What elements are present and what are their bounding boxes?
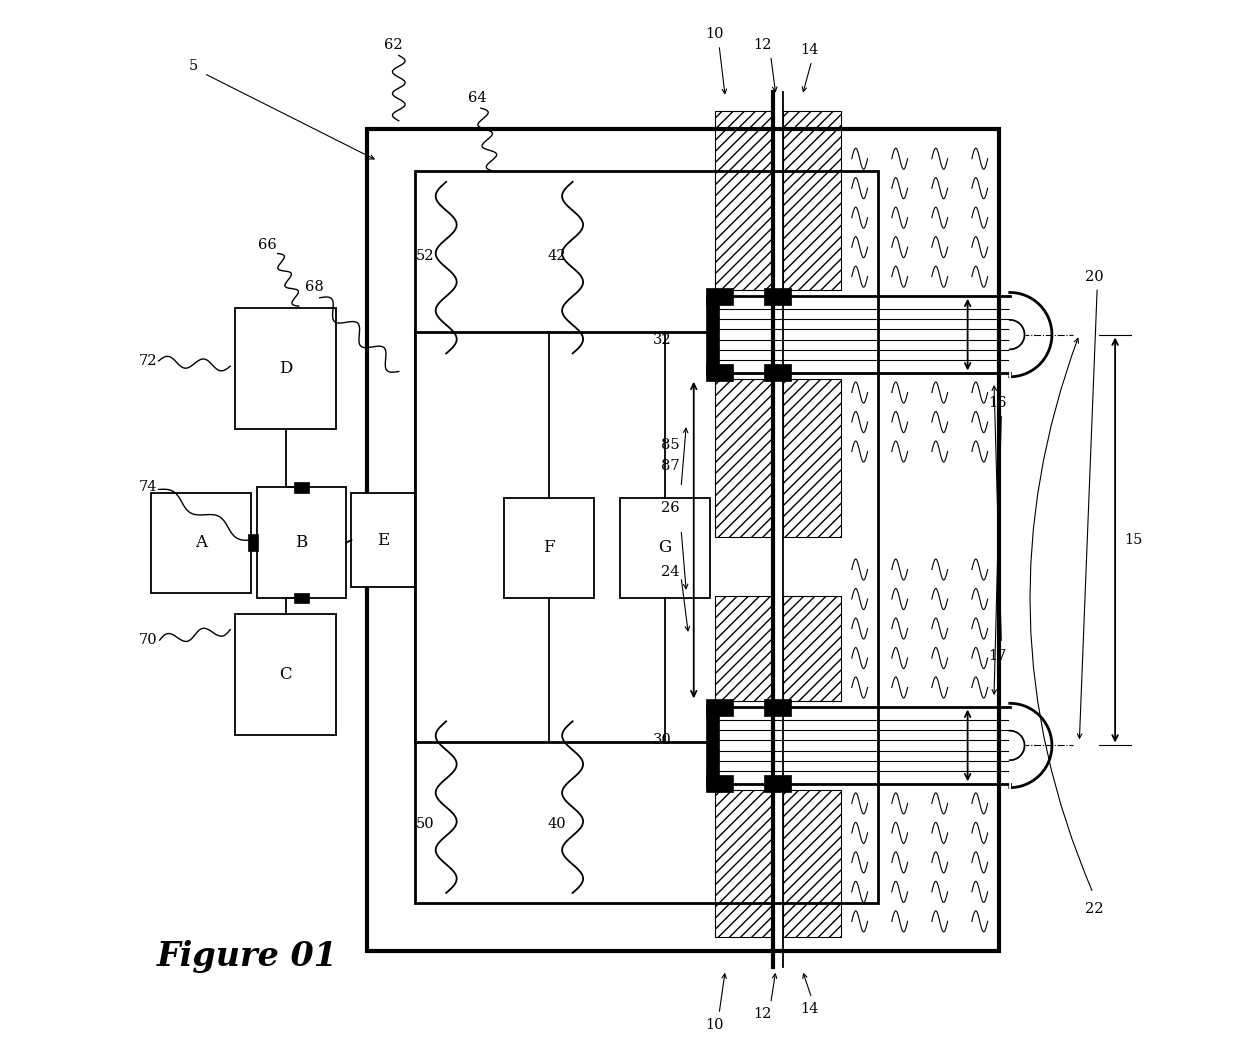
Bar xyxy=(764,288,791,305)
Text: 17: 17 xyxy=(988,649,1007,663)
Text: 5: 5 xyxy=(188,59,198,73)
Text: 20: 20 xyxy=(1085,270,1104,284)
Bar xyxy=(414,172,878,903)
Text: 42: 42 xyxy=(548,249,565,263)
Text: 62: 62 xyxy=(384,38,403,52)
Text: 12: 12 xyxy=(753,1007,771,1021)
Bar xyxy=(706,294,719,375)
Bar xyxy=(784,379,841,537)
Bar xyxy=(784,111,841,290)
Text: 64: 64 xyxy=(469,91,487,105)
Text: C: C xyxy=(279,666,291,683)
Text: 30: 30 xyxy=(652,733,672,748)
Bar xyxy=(620,498,709,598)
Text: 72: 72 xyxy=(139,354,157,367)
Bar xyxy=(151,492,252,593)
Text: E: E xyxy=(377,532,389,549)
Text: 87: 87 xyxy=(661,460,680,473)
Bar xyxy=(248,534,258,551)
Text: 85: 85 xyxy=(661,438,680,452)
Text: 15: 15 xyxy=(1123,533,1142,548)
Bar xyxy=(367,129,999,951)
Bar xyxy=(707,288,733,305)
Bar xyxy=(714,379,773,537)
Bar xyxy=(764,699,791,716)
Bar xyxy=(764,364,791,381)
Text: 32: 32 xyxy=(652,333,671,347)
Bar xyxy=(707,775,733,792)
Text: 16: 16 xyxy=(988,396,1007,410)
Text: 68: 68 xyxy=(305,281,324,294)
Text: 52: 52 xyxy=(415,249,434,263)
Bar xyxy=(351,492,414,588)
Text: 40: 40 xyxy=(548,818,567,831)
Bar xyxy=(706,704,719,786)
Bar xyxy=(714,790,773,937)
Bar xyxy=(505,498,594,598)
Text: 10: 10 xyxy=(706,28,724,41)
Bar xyxy=(714,111,773,290)
Bar xyxy=(707,364,733,381)
Text: 22: 22 xyxy=(1085,902,1104,916)
Text: 66: 66 xyxy=(258,238,277,252)
Text: Figure 01: Figure 01 xyxy=(156,939,337,972)
Text: F: F xyxy=(543,539,554,556)
Bar xyxy=(294,482,309,492)
Text: 14: 14 xyxy=(801,43,818,57)
Text: 24: 24 xyxy=(661,564,680,578)
Text: G: G xyxy=(658,539,671,556)
Bar xyxy=(236,614,336,735)
Text: B: B xyxy=(295,534,308,551)
Text: A: A xyxy=(195,534,207,551)
Bar xyxy=(764,775,791,792)
Text: 12: 12 xyxy=(753,38,771,52)
Bar xyxy=(294,593,309,604)
Text: 74: 74 xyxy=(139,481,157,495)
Bar xyxy=(707,699,733,716)
Bar xyxy=(784,790,841,937)
Bar xyxy=(257,487,346,598)
Text: 14: 14 xyxy=(801,1002,818,1016)
Bar xyxy=(784,596,841,701)
Text: 26: 26 xyxy=(661,501,680,516)
Text: 10: 10 xyxy=(706,1018,724,1031)
Text: D: D xyxy=(279,360,293,377)
Text: 50: 50 xyxy=(415,818,434,831)
Bar xyxy=(714,596,773,701)
Bar xyxy=(236,308,336,429)
Text: 70: 70 xyxy=(139,633,157,647)
